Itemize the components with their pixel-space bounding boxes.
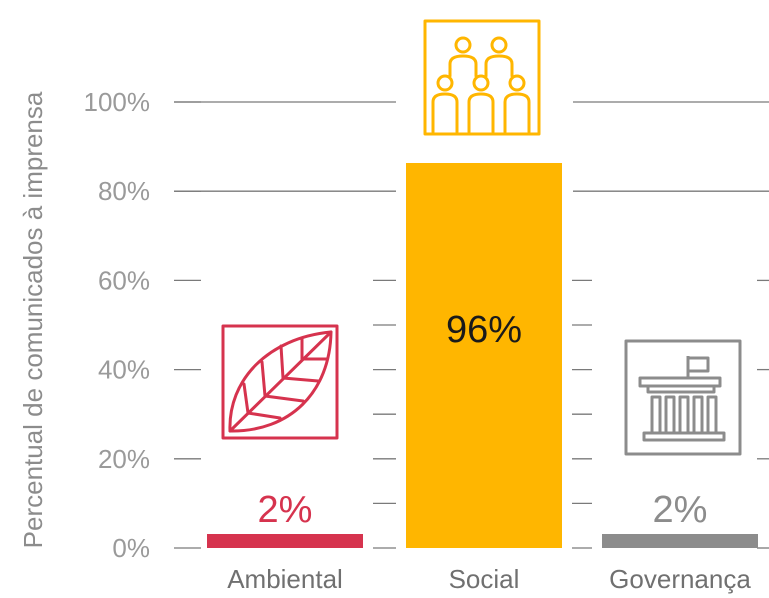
category-label: Social [449,564,520,594]
building-icon [624,339,742,456]
category-labels: Ambiental Social Governança [227,564,751,594]
value-label: 2% [653,489,708,531]
bars [207,163,758,548]
bar-governança [602,534,758,548]
value-label: 2% [258,489,313,531]
y-tick-labels: 0% 20% 40% 60% 80% 100% [84,87,151,563]
y-tick-label: 60% [98,265,150,295]
category-label: Governança [609,564,751,594]
people-icon [423,19,541,136]
y-axis-label: Percentual de comunicados à imprensa [18,91,48,548]
value-labels: 2% 96% 2% [258,309,708,531]
y-tick-label: 0% [112,533,150,563]
value-label: 96% [446,309,522,351]
y-tick-label: 100% [84,87,151,117]
y-tick-label: 20% [98,444,150,474]
leaf-icon [221,324,339,440]
bar-social [406,163,562,548]
gridlines [174,101,769,549]
category-label: Ambiental [227,564,343,594]
y-tick-label: 80% [98,176,150,206]
y-tick-label: 40% [98,355,150,385]
bar-ambiental [207,534,363,548]
